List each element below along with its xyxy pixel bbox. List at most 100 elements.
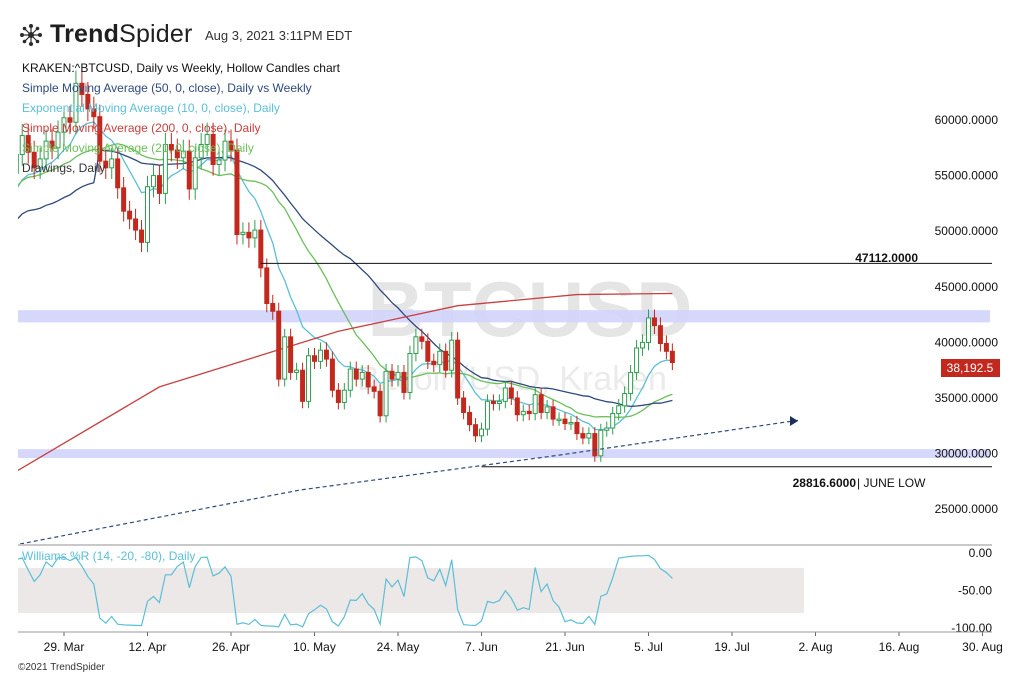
wr-tick-label: -50.00 [958, 584, 992, 598]
candle-up [605, 428, 609, 430]
legend-entry: Simple Moving Average (50, 0, close), Da… [22, 81, 312, 95]
candle-down [658, 326, 662, 344]
x-tick-label: 16. Aug [879, 640, 920, 654]
candle-up [384, 371, 388, 415]
candle-down [491, 401, 495, 403]
candle-down [444, 351, 448, 370]
candle-down [265, 268, 269, 304]
candle-up [503, 388, 507, 401]
candle-down [581, 434, 585, 438]
candle-down [468, 412, 472, 424]
candle-down [366, 372, 370, 386]
candle-down [330, 359, 334, 390]
candle-down [515, 398, 519, 415]
candle-up [599, 430, 603, 456]
last-price-label: 38,192.5 [947, 361, 994, 375]
wr-tick-label: 0.00 [969, 546, 993, 560]
candle-down [187, 151, 191, 189]
candle-down [128, 211, 132, 219]
candle-down [575, 422, 579, 433]
candle-down [509, 388, 513, 398]
candle-down [527, 411, 531, 413]
x-tick-label: 2. Aug [798, 640, 832, 654]
candle-down [157, 176, 161, 194]
candle-up [193, 158, 197, 189]
copyright: ©2021 TrendSpider [18, 662, 105, 673]
candle-up [217, 160, 221, 164]
candle-up [318, 350, 322, 361]
x-tick-label: 7. Jun [465, 640, 498, 654]
candle-up [611, 414, 615, 428]
x-tick-label: 29. Mar [44, 640, 85, 654]
candle-up [348, 369, 352, 390]
trendline-arrow-icon [790, 416, 798, 426]
candle-down [551, 407, 555, 419]
candle-down [289, 337, 293, 373]
support-value-label: 28816.6000 [793, 476, 857, 490]
candle-down [378, 391, 382, 415]
x-tick-label: 19. Jul [714, 640, 749, 654]
candle-up [151, 176, 155, 187]
candle-up [360, 372, 364, 379]
candle-up [241, 232, 245, 234]
candle-down [372, 387, 376, 391]
candle-up [569, 422, 573, 424]
candle-down [235, 150, 239, 235]
candle-up [647, 318, 651, 342]
candle-up [414, 337, 418, 354]
wr-tick-label: -100.00 [951, 621, 992, 635]
candle-up [635, 348, 639, 372]
candle-up [253, 230, 257, 238]
candle-up [485, 401, 489, 429]
x-tick-label: 21. Jun [545, 640, 584, 654]
candle-down [420, 337, 424, 341]
candle-up [557, 419, 561, 421]
candle-up [545, 407, 549, 413]
candle-down [426, 341, 430, 361]
y-tick-label: 30000.0000 [935, 447, 999, 461]
candle-up [295, 370, 299, 372]
candle-down [336, 390, 340, 402]
x-tick-label: 12. Apr [128, 640, 166, 654]
candle-down [8, 153, 12, 173]
candle-down [456, 340, 460, 398]
candle-up [342, 390, 346, 402]
candle-down [259, 230, 263, 268]
candle-up [480, 429, 484, 436]
x-tick-label: 30. Aug [962, 640, 1003, 654]
candle-down [462, 398, 466, 412]
candle-down [134, 219, 138, 230]
candle-up [497, 401, 501, 403]
candle-up [2, 153, 6, 183]
y-tick-label: 50000.0000 [935, 224, 999, 238]
candle-down [539, 395, 543, 413]
candle-up [521, 411, 525, 414]
legend-entry: Simple Moving Average (21, 0, close), Da… [22, 141, 254, 155]
williams-legend: Williams %R (14, -20, -80), Daily [22, 549, 195, 563]
candle-down [593, 434, 597, 456]
x-tick-label: 24. May [377, 640, 420, 654]
candle-up [396, 372, 400, 379]
x-tick-label: 26. Apr [212, 640, 250, 654]
candle-down [432, 361, 436, 364]
candle-up [283, 337, 287, 379]
candle-up [623, 394, 627, 406]
candle-up [438, 351, 442, 364]
candle-down [474, 425, 478, 436]
y-tick-label: 60000.0000 [935, 113, 999, 127]
candle-down [664, 344, 668, 352]
candle-up [110, 159, 114, 168]
resistance-label: 47112.0000 [855, 251, 918, 265]
candle-up [146, 187, 150, 243]
candle-up [641, 342, 645, 348]
candle-down [301, 370, 305, 401]
y-tick-label: 25000.0000 [935, 502, 999, 516]
candle-down [390, 371, 394, 379]
x-tick-label: 5. Jul [634, 640, 663, 654]
y-tick-label: 55000.0000 [935, 169, 999, 183]
candle-down [670, 351, 674, 362]
candle-down [271, 303, 275, 311]
legend-entry: Simple Moving Average (200, 0, close), D… [22, 121, 261, 135]
